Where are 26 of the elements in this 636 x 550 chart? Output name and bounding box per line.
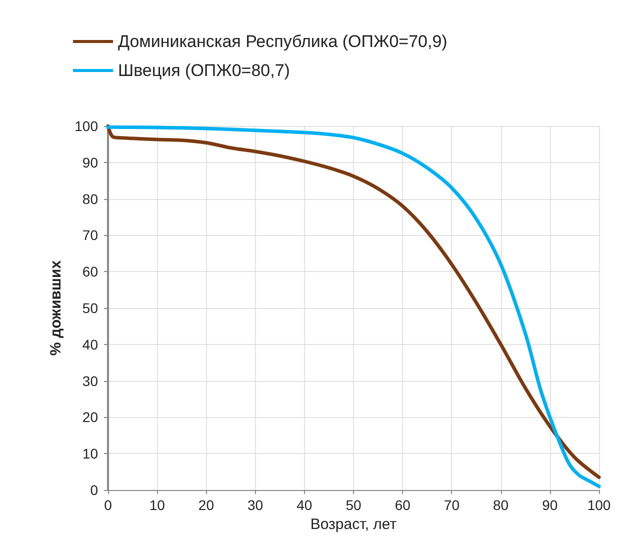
y-tick-label: 0 (90, 482, 98, 498)
y-tick-label: 60 (82, 264, 98, 280)
y-tick-label: 100 (74, 118, 98, 134)
x-tick-label: 30 (248, 497, 264, 513)
y-tick-label: 70 (82, 227, 98, 244)
y-tick-label: 40 (82, 336, 98, 352)
x-tick-label: 80 (493, 497, 509, 513)
x-axis-title: Возраст, лет (310, 516, 397, 533)
y-tick-label: 20 (82, 409, 98, 426)
x-tick-label: 70 (444, 497, 460, 513)
y-tick-label: 10 (82, 446, 98, 462)
y-tick-label: 50 (82, 300, 98, 316)
x-tick-label: 90 (542, 497, 558, 513)
legend-label: Доминиканская Республика (ОПЖ0=70,9) (118, 32, 448, 51)
x-tick-label: 20 (198, 497, 214, 513)
x-tick-label: 0 (104, 497, 112, 513)
x-tick-label: 50 (346, 497, 362, 513)
x-tick-label: 60 (394, 497, 411, 513)
x-tick-label: 10 (149, 497, 166, 513)
y-tick-label: 90 (82, 154, 98, 170)
y-axis-title: % доживших (48, 260, 65, 356)
y-tick-label: 80 (82, 190, 98, 207)
legend-label: Швеция (ОПЖ0=80,7) (118, 61, 290, 80)
x-tick-label: 100 (587, 497, 611, 513)
x-tick-label: 40 (296, 497, 312, 513)
y-tick-label: 30 (82, 372, 98, 389)
